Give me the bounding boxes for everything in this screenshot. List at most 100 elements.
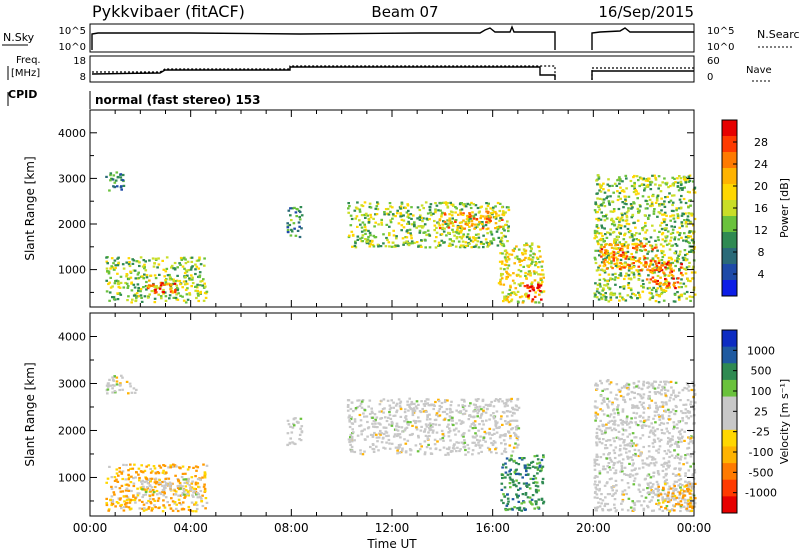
echo-cell xyxy=(354,218,357,220)
echo-cell xyxy=(396,435,399,437)
echo-cell xyxy=(654,434,657,436)
echo-cell xyxy=(154,467,157,469)
echo-cell xyxy=(380,245,383,247)
echo-cell xyxy=(656,280,659,282)
echo-cell xyxy=(112,262,115,264)
echo-cell xyxy=(364,201,367,203)
echo-cell xyxy=(145,478,148,480)
echo-cell xyxy=(664,410,667,412)
echo-cell xyxy=(501,474,504,476)
echo-cell xyxy=(691,510,694,512)
echo-cell xyxy=(298,221,301,223)
echo-cell xyxy=(367,236,370,238)
echo-cell xyxy=(517,444,520,446)
echo-cell xyxy=(596,444,599,446)
echo-cell xyxy=(646,257,649,259)
echo-cell xyxy=(401,219,404,221)
echo-cell xyxy=(509,478,512,480)
echo-cell xyxy=(596,388,599,390)
echo-cell xyxy=(686,462,689,464)
echo-cell xyxy=(650,262,653,264)
echo-cell xyxy=(599,198,602,200)
echo-cell xyxy=(156,490,159,492)
echo-cell xyxy=(625,452,628,454)
echo-cell xyxy=(407,214,410,216)
echo-cell xyxy=(662,510,665,512)
echo-cell xyxy=(594,469,597,471)
echo-cell xyxy=(667,443,670,445)
echo-cell xyxy=(370,408,373,410)
echo-cell xyxy=(493,417,496,419)
echo-cell xyxy=(398,398,401,400)
echo-cell xyxy=(648,395,651,397)
echo-cell xyxy=(672,183,675,185)
echo-cell xyxy=(623,441,626,443)
echo-cell xyxy=(477,412,480,414)
echo-cell xyxy=(503,450,506,452)
echo-cell xyxy=(124,478,127,480)
echo-cell xyxy=(442,224,445,226)
echo-cell xyxy=(371,411,374,413)
echo-cell xyxy=(653,439,656,441)
echo-cell xyxy=(476,400,479,402)
echo-cell xyxy=(507,474,510,476)
echo-cell xyxy=(679,468,682,470)
echo-cell xyxy=(510,398,513,400)
echo-cell xyxy=(506,505,509,507)
echo-cell xyxy=(656,283,659,285)
echo-cell xyxy=(449,202,452,204)
echo-cell xyxy=(156,266,159,268)
echo-cell xyxy=(655,494,658,496)
echo-cell xyxy=(633,382,636,384)
echo-cell xyxy=(137,474,140,476)
echo-cell xyxy=(369,232,372,234)
echo-cell xyxy=(348,205,351,207)
echo-cell xyxy=(638,210,641,212)
echo-cell xyxy=(648,178,651,180)
echo-cell xyxy=(143,277,146,279)
echo-cell xyxy=(188,484,191,486)
echo-cell xyxy=(675,396,678,398)
echo-cell xyxy=(293,424,296,426)
echo-cell xyxy=(290,234,293,236)
echo-cell xyxy=(686,508,689,510)
echo-cell xyxy=(597,174,600,176)
echo-cell xyxy=(628,450,631,452)
echo-cell xyxy=(112,503,115,505)
echo-cell xyxy=(457,404,460,406)
echo-cell xyxy=(677,182,680,184)
echo-cell xyxy=(111,387,114,389)
echo-cell xyxy=(407,221,410,223)
echo-cell xyxy=(619,192,622,194)
echo-cell xyxy=(392,230,395,232)
echo-cell xyxy=(677,281,680,283)
echo-cell xyxy=(160,295,163,297)
echo-cell xyxy=(408,398,411,400)
echo-cell xyxy=(452,231,455,233)
echo-cell xyxy=(495,422,498,424)
echo-cell xyxy=(177,292,180,294)
echo-cell xyxy=(648,425,651,427)
echo-cell xyxy=(498,237,501,239)
echo-cell xyxy=(656,481,659,483)
echo-cell xyxy=(524,257,527,259)
echo-cell xyxy=(594,481,597,483)
echo-cell xyxy=(357,239,360,241)
nsky-trace-a xyxy=(92,27,555,50)
echo-cell xyxy=(660,293,663,295)
echo-cell xyxy=(600,211,603,213)
echo-cell xyxy=(417,450,420,452)
echo-cell xyxy=(618,241,621,243)
echo-cell xyxy=(652,195,655,197)
echo-cell xyxy=(106,270,109,272)
echo-cell xyxy=(165,281,168,283)
echo-cell xyxy=(645,200,648,202)
echo-cell xyxy=(636,297,639,299)
echo-cell xyxy=(464,449,467,451)
echo-cell xyxy=(450,401,453,403)
echo-cell xyxy=(462,241,465,243)
echo-cell xyxy=(656,216,659,218)
echo-cell xyxy=(685,202,688,204)
echo-cell xyxy=(638,185,641,187)
echo-cell xyxy=(537,506,540,508)
